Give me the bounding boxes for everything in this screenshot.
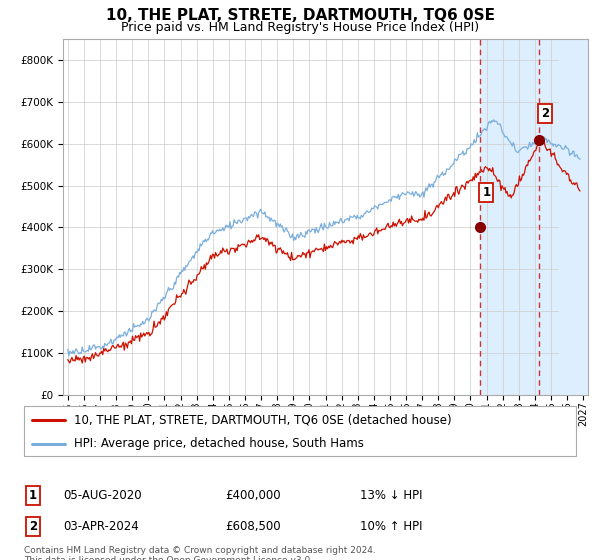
Text: 03-APR-2024: 03-APR-2024: [63, 520, 139, 533]
Text: £608,500: £608,500: [225, 520, 281, 533]
Text: 2: 2: [29, 520, 37, 533]
Text: Price paid vs. HM Land Registry's House Price Index (HPI): Price paid vs. HM Land Registry's House …: [121, 21, 479, 34]
FancyBboxPatch shape: [24, 406, 576, 456]
Text: 10, THE PLAT, STRETE, DARTMOUTH, TQ6 0SE (detached house): 10, THE PLAT, STRETE, DARTMOUTH, TQ6 0SE…: [74, 413, 451, 426]
Text: HPI: Average price, detached house, South Hams: HPI: Average price, detached house, Sout…: [74, 437, 364, 450]
Text: £400,000: £400,000: [225, 489, 281, 502]
Text: 13% ↓ HPI: 13% ↓ HPI: [360, 489, 422, 502]
Text: 1: 1: [482, 186, 490, 199]
Text: 05-AUG-2020: 05-AUG-2020: [63, 489, 142, 502]
Text: 10% ↑ HPI: 10% ↑ HPI: [360, 520, 422, 533]
Text: Contains HM Land Registry data © Crown copyright and database right 2024.
This d: Contains HM Land Registry data © Crown c…: [24, 546, 376, 560]
Text: 1: 1: [29, 489, 37, 502]
Text: 2: 2: [541, 107, 550, 120]
Bar: [559, 39, 588, 395]
Bar: [480, 39, 588, 395]
Text: 10, THE PLAT, STRETE, DARTMOUTH, TQ6 0SE: 10, THE PLAT, STRETE, DARTMOUTH, TQ6 0SE: [106, 8, 494, 24]
